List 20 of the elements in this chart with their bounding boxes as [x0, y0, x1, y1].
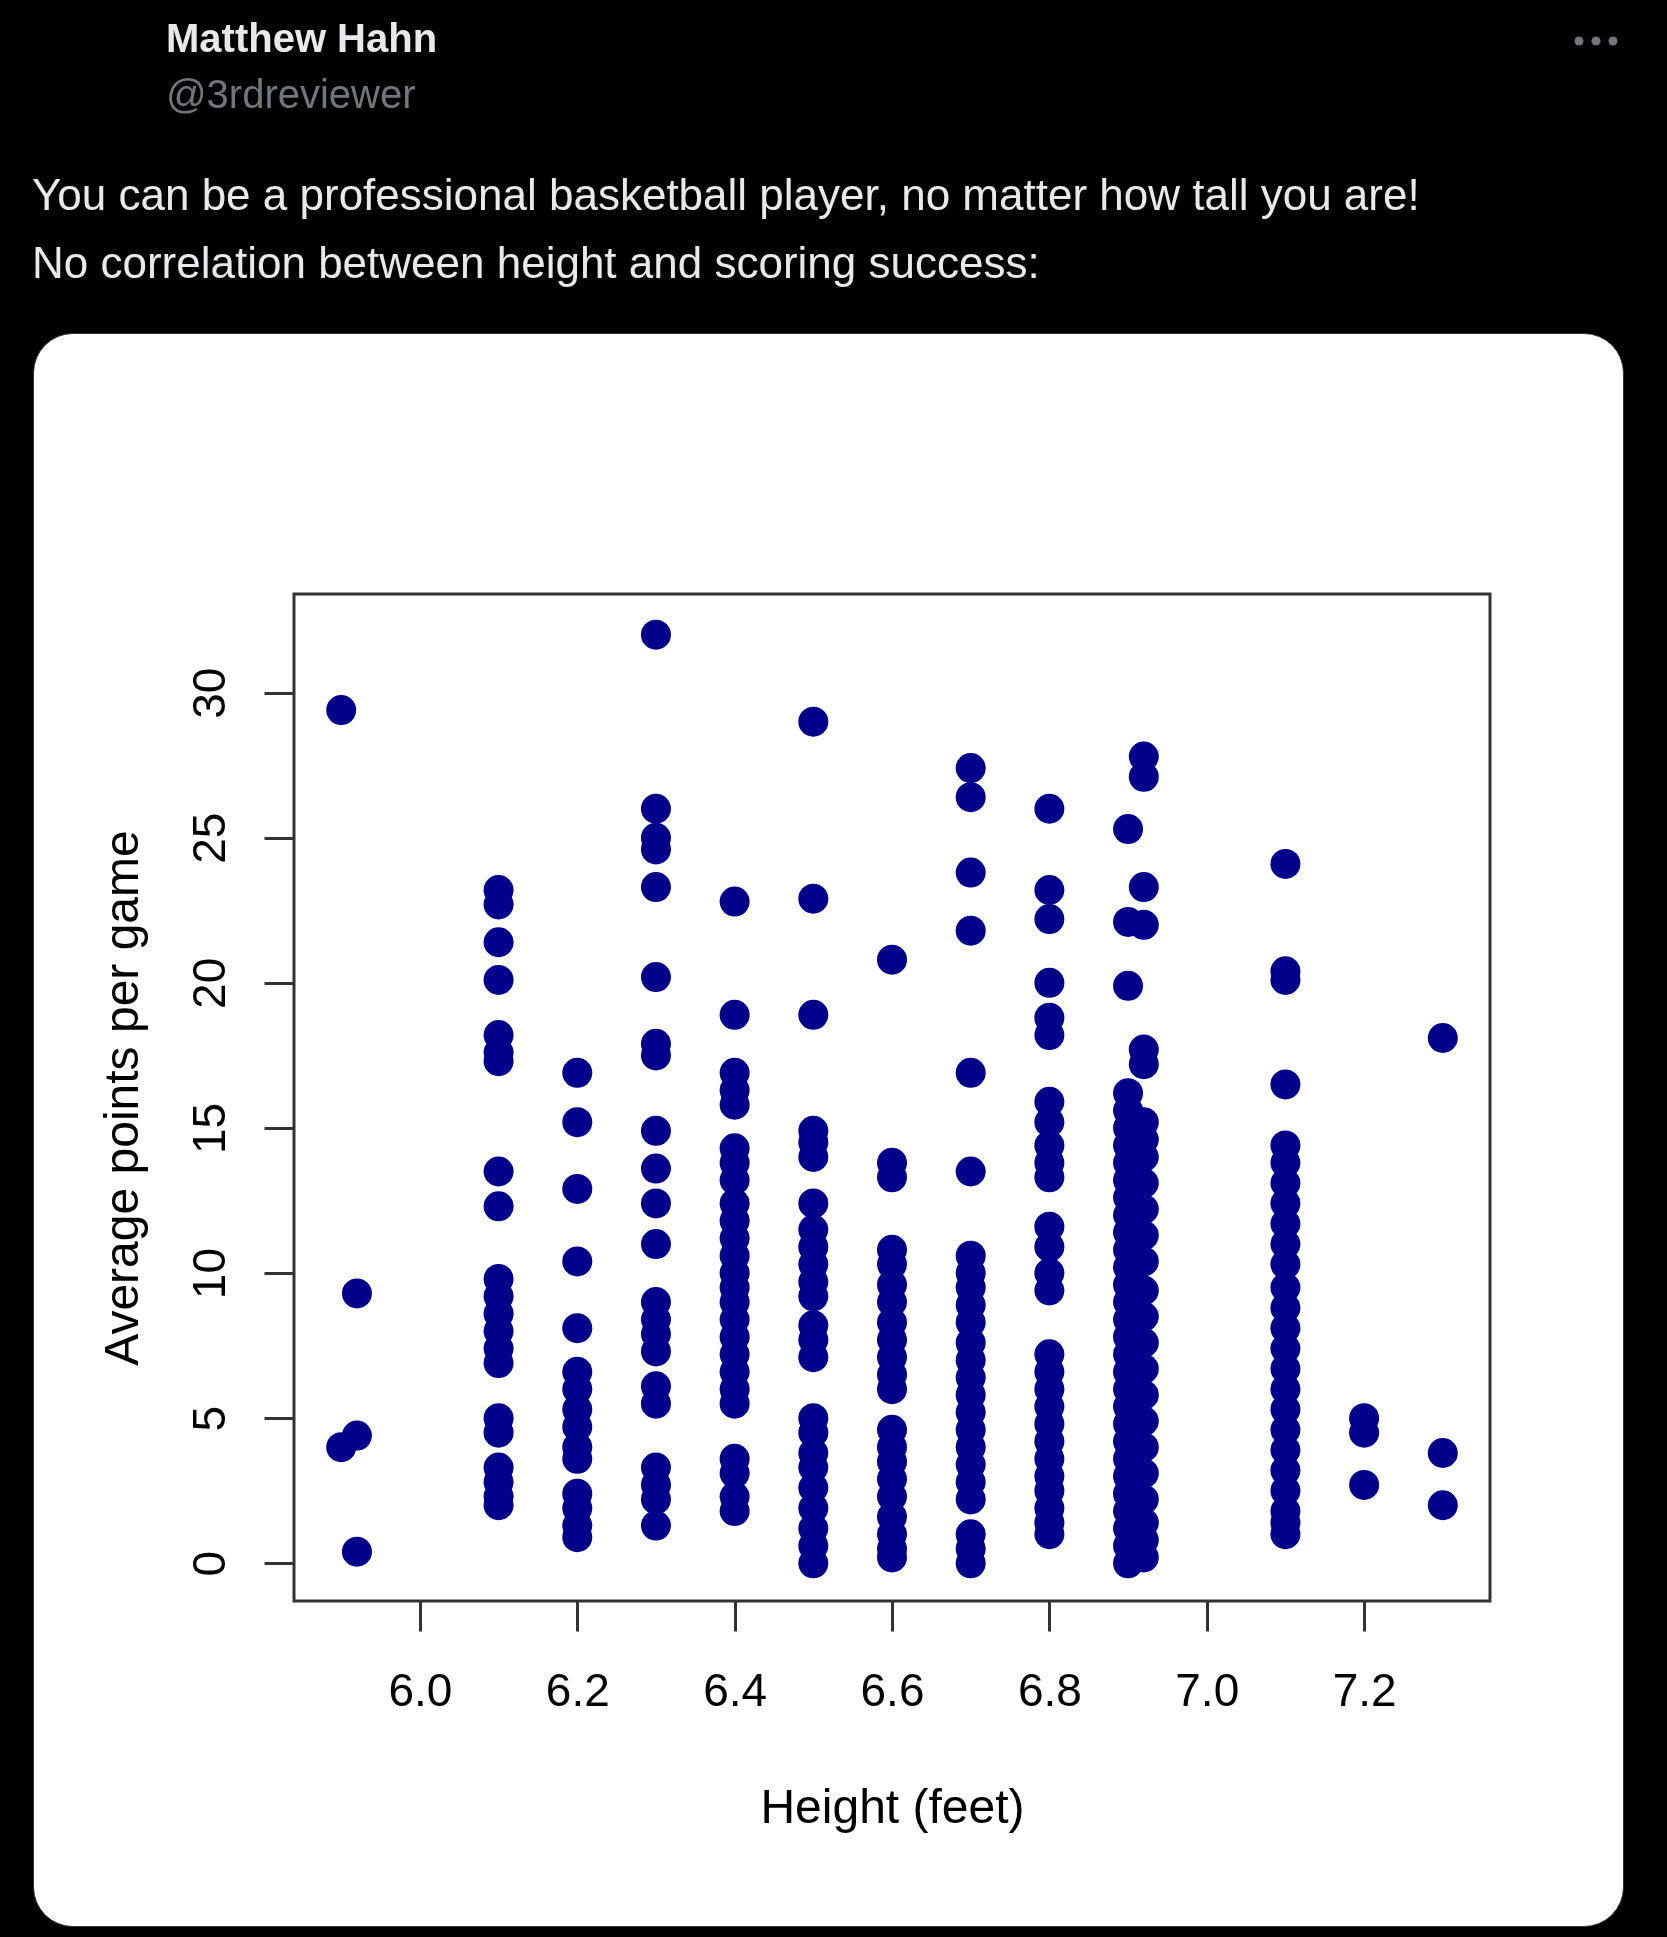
x-tick-label: 6.6	[860, 1663, 925, 1716]
x-tick-label: 6.8	[1017, 1663, 1082, 1716]
x-tick-label: 7.2	[1332, 1663, 1397, 1716]
y-tick-label: 5	[182, 1405, 235, 1432]
text: Matthew Hahn	[166, 16, 438, 61]
x-tick-label: 6.4	[703, 1663, 768, 1716]
y-tick-label: 30	[182, 667, 235, 719]
x-axis-title: Height (feet)	[760, 1779, 1025, 1833]
y-tick-label: 25	[182, 812, 235, 864]
chart-subtitle: No correlation between height and scoring success:	[32, 238, 1040, 288]
y-axis-title: Average points per game	[94, 830, 148, 1366]
chart-title: You can be a professional basketball player, no matter how tall you are!	[32, 170, 1420, 220]
y-tick-label: 10	[182, 1247, 235, 1300]
x-tick-label: 6.0	[388, 1663, 453, 1716]
x-tick-label: 6.2	[545, 1663, 610, 1716]
x-tick-label: 7.0	[1175, 1663, 1240, 1716]
y-tick-label: 0	[182, 1550, 235, 1577]
y-tick-label: 20	[182, 957, 235, 1009]
text: @3rdreviewer	[166, 72, 416, 117]
y-tick-label: 15	[182, 1102, 235, 1155]
